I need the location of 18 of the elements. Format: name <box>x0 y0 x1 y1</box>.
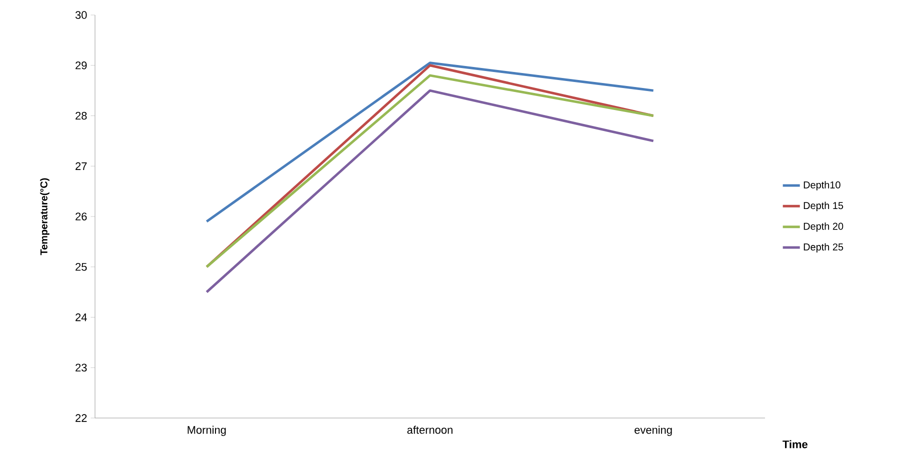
y-tick-label: 25 <box>76 263 87 271</box>
y-tick-label: 26 <box>76 212 87 220</box>
y-tick-label: 30 <box>75 11 87 19</box>
x-tick-label: evening <box>634 426 672 436</box>
y-tick-label: 22 <box>76 414 87 422</box>
legend-label: Depth 25 <box>804 243 844 252</box>
y-tick-label: 23 <box>76 364 87 372</box>
x-tick-label: afternoon <box>407 426 452 434</box>
y-axis-title: Temperature(°C) <box>40 178 50 256</box>
x-axis-title: Time <box>782 440 808 448</box>
x-tick-label: Morning <box>188 426 226 436</box>
legend-label: Depth 15 <box>804 202 844 212</box>
legend-label: Depth 20 <box>804 222 844 232</box>
legend-label: Depth10 <box>804 181 840 190</box>
y-tick-label: 24 <box>76 313 87 322</box>
y-tick-label: 28 <box>76 112 87 120</box>
y-tick-label: 27 <box>76 162 87 170</box>
y-tick-label: 29 <box>76 62 87 70</box>
